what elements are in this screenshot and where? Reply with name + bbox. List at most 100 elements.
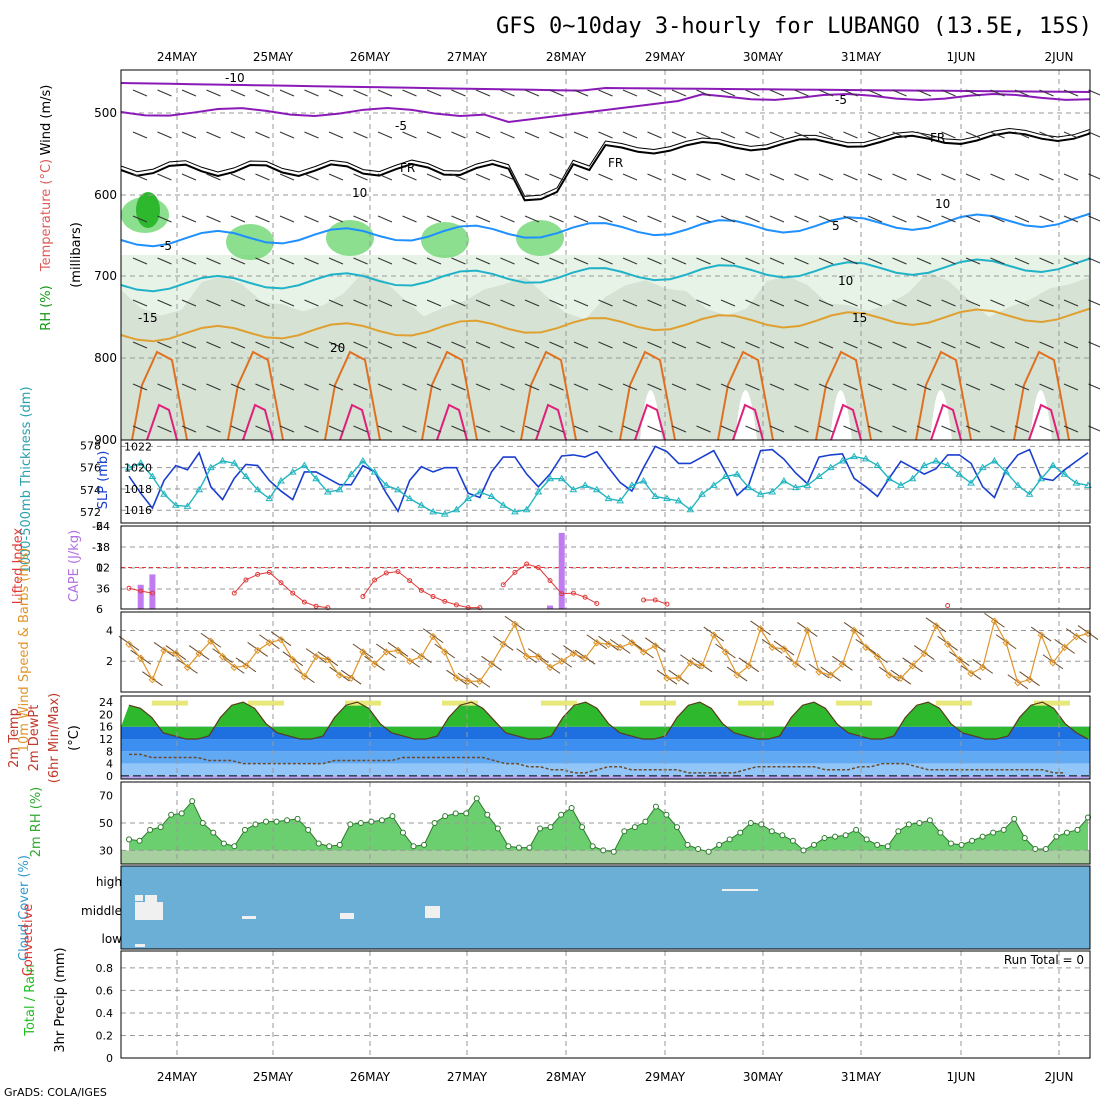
rh-point xyxy=(958,841,965,848)
wind-barb xyxy=(1014,425,1030,433)
temp-hot-cap xyxy=(1034,700,1070,706)
wind-barb xyxy=(1039,299,1054,307)
thickness-point xyxy=(674,496,683,504)
x-tick-label-top: 2JUN xyxy=(1045,50,1074,64)
wind-barb xyxy=(843,299,858,307)
lifted-index-point xyxy=(325,605,331,611)
wind-barb xyxy=(328,131,344,139)
x-tick-label-bottom: 1JUN xyxy=(947,1070,976,1084)
wind-barb xyxy=(377,341,393,349)
wind-speed-point xyxy=(768,643,776,652)
contour-label: 20 xyxy=(330,341,345,355)
rh-point xyxy=(1053,833,1060,840)
contour-label: 5 xyxy=(832,219,840,233)
temp-band xyxy=(121,751,1090,764)
wind-barb xyxy=(328,383,344,391)
wind-barb xyxy=(329,666,350,682)
wind-barb xyxy=(304,173,319,181)
wind-barb xyxy=(1014,89,1030,97)
lifted-index-line xyxy=(643,599,668,605)
thickness-point xyxy=(359,457,367,464)
wind-barb xyxy=(475,425,491,433)
rh-point xyxy=(821,835,828,842)
wind-barb xyxy=(255,215,270,223)
wind-barb xyxy=(941,173,956,181)
y-tick-label: 8 xyxy=(106,745,113,758)
cloud-block xyxy=(145,895,157,903)
wind-barb xyxy=(475,89,491,97)
wind-speed-point xyxy=(908,662,917,670)
thickness-point xyxy=(885,474,894,482)
wind-barb xyxy=(353,425,368,433)
temp-hot-cap xyxy=(836,700,872,706)
wind-barb xyxy=(867,173,883,181)
wind-barb xyxy=(843,131,858,139)
wind-barb xyxy=(328,215,344,223)
wind-barb xyxy=(867,341,883,349)
wind-barb xyxy=(1063,341,1079,349)
wind-barb xyxy=(794,299,809,307)
wind-barb xyxy=(157,89,172,97)
wind-barb xyxy=(279,425,295,433)
wind-barb xyxy=(680,654,701,670)
wind-barb xyxy=(1039,425,1054,433)
wind-speed-point xyxy=(289,655,297,664)
wind-barb xyxy=(304,425,319,433)
wind-barb xyxy=(1014,257,1030,265)
wind-speed-point xyxy=(546,663,554,672)
rh-point xyxy=(231,843,238,850)
rh-point xyxy=(263,818,269,825)
wind-barb xyxy=(598,425,613,433)
y-tick-label: 4 xyxy=(106,758,113,771)
wind-barb xyxy=(230,257,246,265)
thickness-point xyxy=(873,461,882,468)
wind-barb xyxy=(574,649,596,665)
wind-barb xyxy=(1066,628,1087,644)
wind-barb xyxy=(377,215,393,223)
wind-barb xyxy=(696,299,711,307)
wind-barb xyxy=(157,257,172,265)
thickness-point xyxy=(265,494,274,502)
cape-bar xyxy=(149,574,156,609)
rh-point xyxy=(157,824,164,831)
wind-barb xyxy=(671,425,687,433)
wind-barb xyxy=(892,257,907,265)
wind-barb xyxy=(181,341,197,349)
wind-barb xyxy=(1088,131,1100,138)
wind-barb xyxy=(255,341,270,349)
wind-barb xyxy=(892,89,907,97)
wind-barb xyxy=(377,173,393,181)
wind-speed-line xyxy=(128,619,1089,684)
wind-barb xyxy=(426,89,442,97)
wind-barb xyxy=(671,383,687,391)
wind-barb xyxy=(941,257,956,265)
wind-barb xyxy=(769,131,785,139)
wind-speed-point xyxy=(838,660,847,669)
wind-barb xyxy=(745,425,760,433)
y-tick-label: 800 xyxy=(94,351,117,365)
wind-contour xyxy=(120,93,1091,124)
wind-barb xyxy=(573,131,589,139)
contour-label: 15 xyxy=(852,311,867,325)
y-tick-label: -6 xyxy=(92,520,103,533)
rh-point xyxy=(926,817,933,824)
temp-contour xyxy=(1013,350,1070,441)
y-axis-label: Lifted Index xyxy=(11,527,26,604)
y-tick-label: 0.6 xyxy=(96,984,114,997)
contour-label: -5 xyxy=(835,93,847,107)
wind-barb xyxy=(892,299,907,307)
wind-barb xyxy=(132,215,148,223)
wind-barb xyxy=(622,341,638,349)
thickness-point xyxy=(323,488,332,495)
wind-barb xyxy=(524,257,540,265)
wind-speed-point xyxy=(277,635,285,644)
wind-barb xyxy=(1077,625,1099,640)
lifted-index-point xyxy=(594,600,600,606)
wind-barb xyxy=(916,89,932,97)
lifted-index-point xyxy=(418,587,424,593)
wind-speed-point xyxy=(242,662,250,670)
wind-barb xyxy=(500,131,515,139)
lifted-index-point xyxy=(231,590,237,596)
y-tick-label: 700 xyxy=(94,269,117,283)
lifted-index-point xyxy=(313,603,319,609)
